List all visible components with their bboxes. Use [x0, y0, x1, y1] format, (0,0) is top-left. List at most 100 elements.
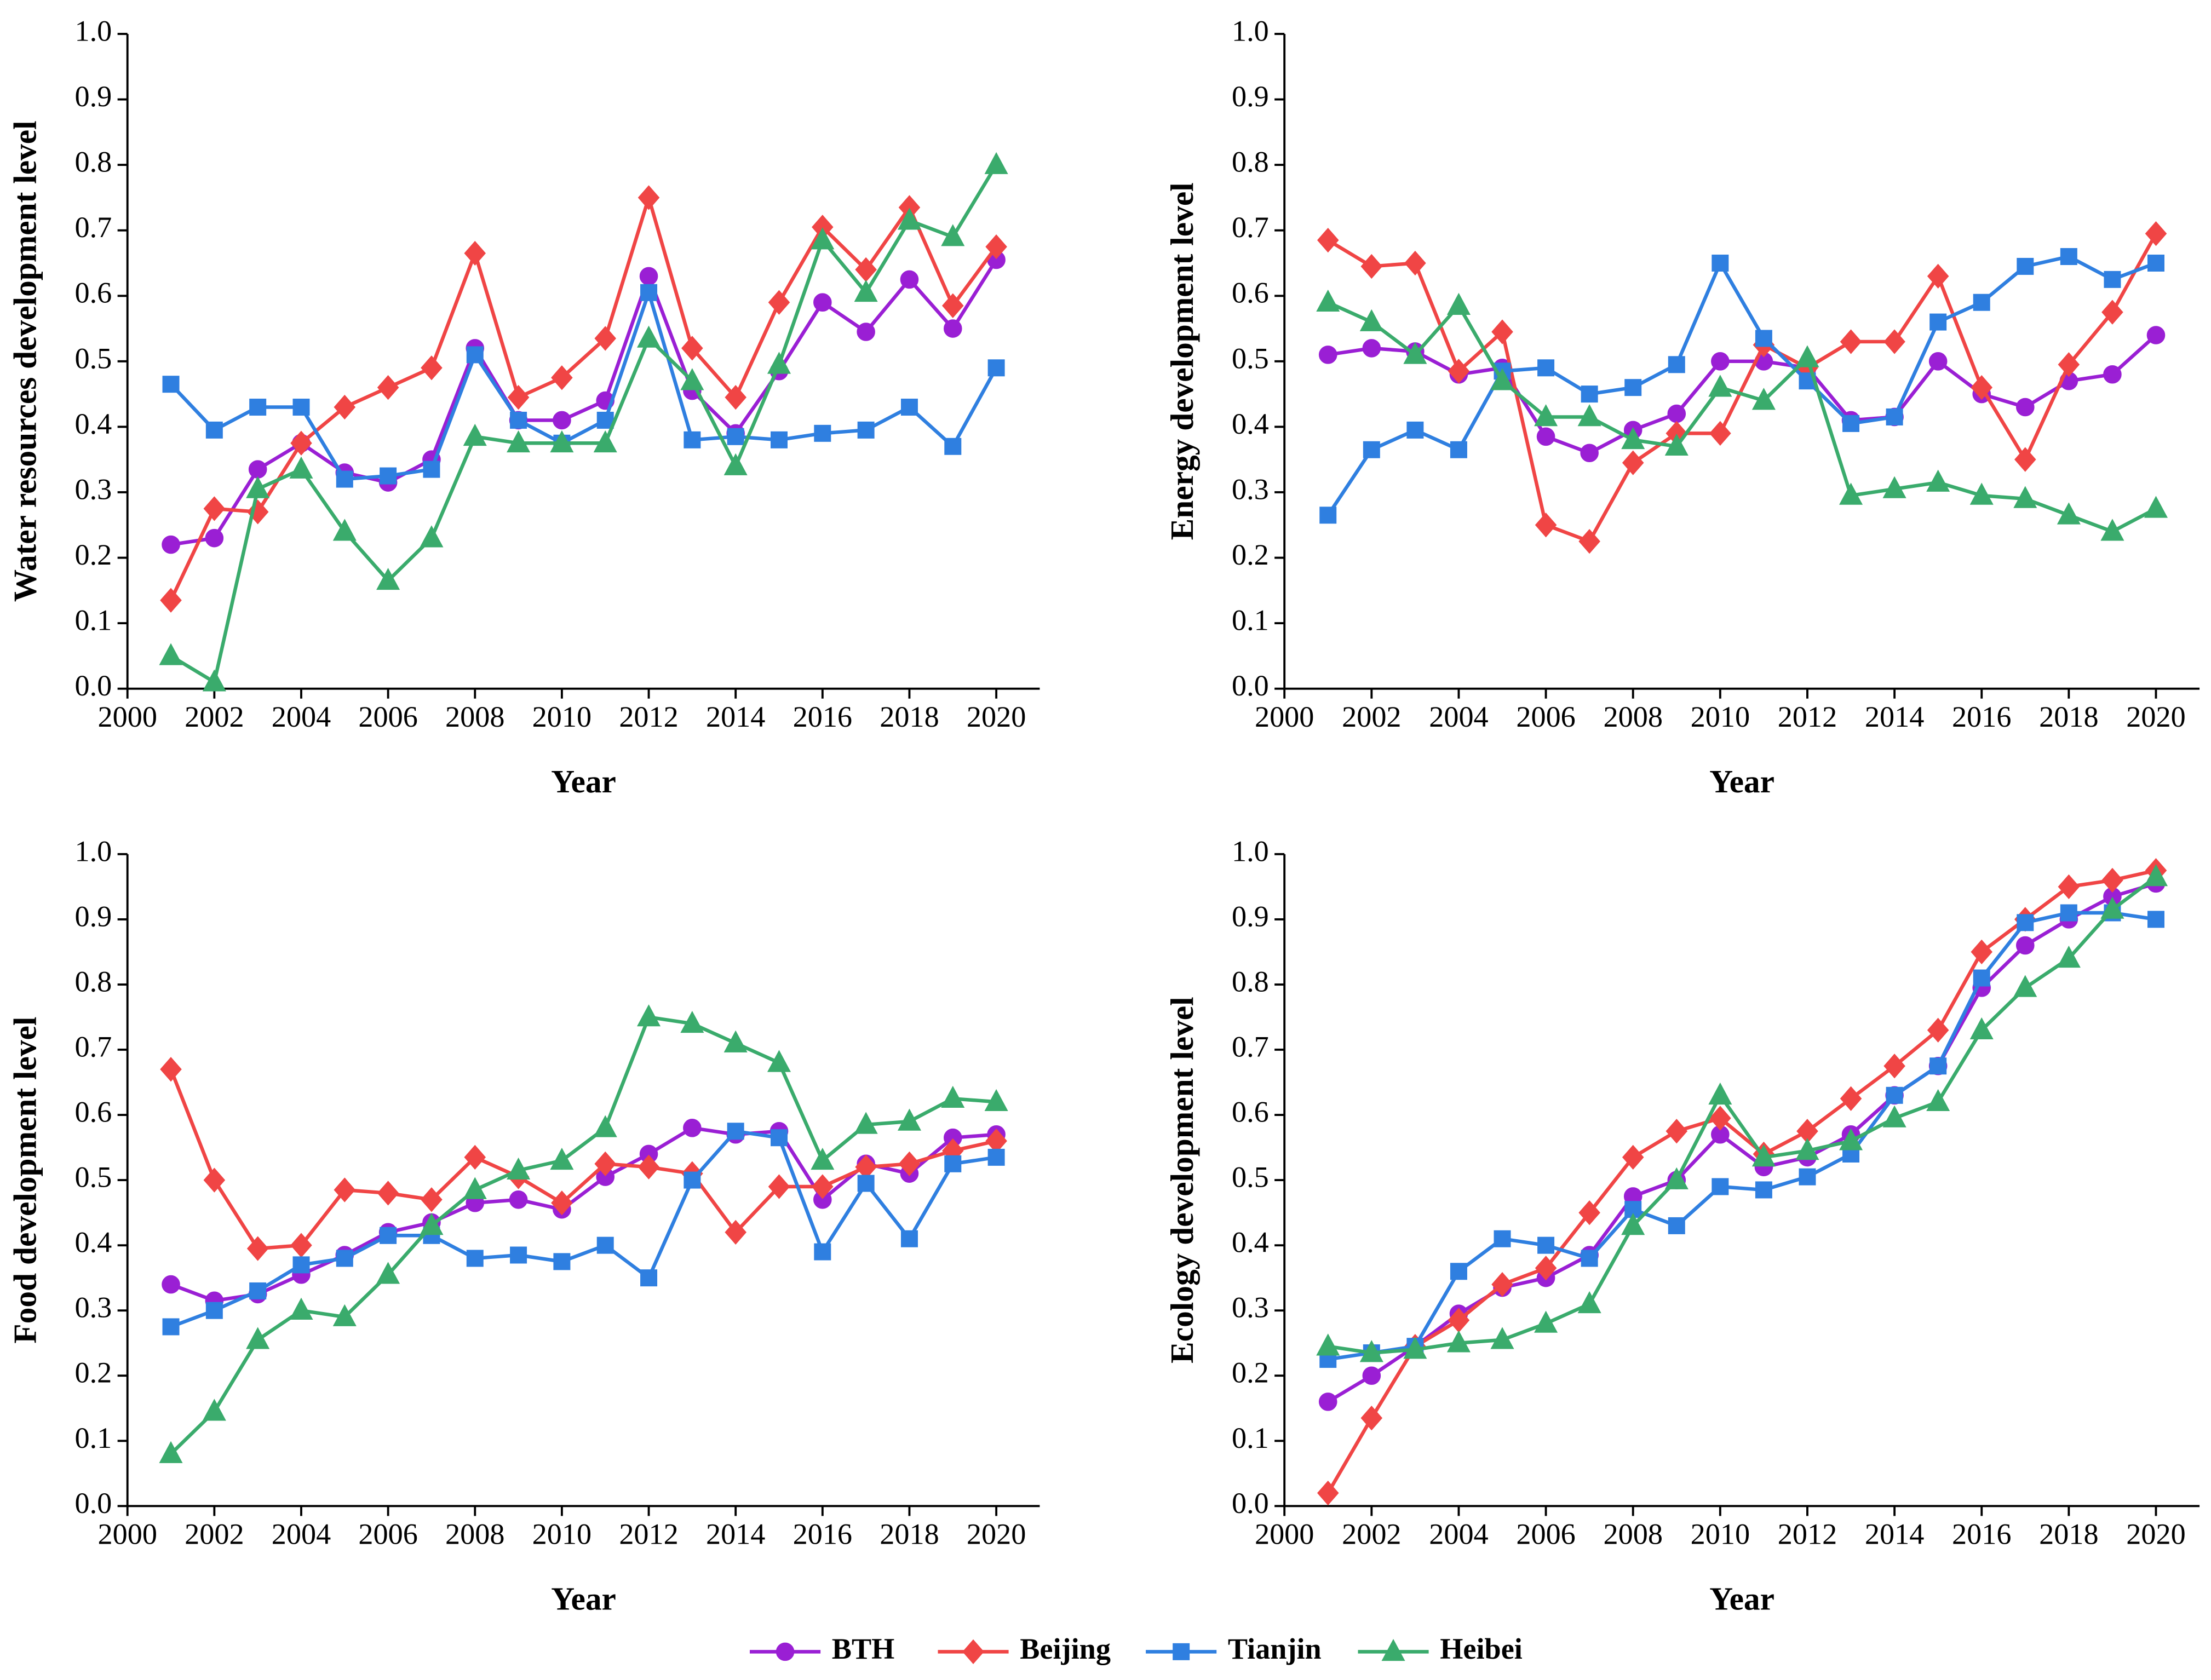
marker — [900, 1230, 918, 1247]
marker — [1316, 1333, 1340, 1356]
marker — [551, 1190, 573, 1216]
y-tick-label: 0.9 — [1232, 900, 1269, 933]
y-tick-label: 0.1 — [75, 1422, 112, 1454]
marker — [681, 336, 703, 361]
marker — [2145, 221, 2167, 246]
marker — [1537, 359, 1555, 377]
marker — [1448, 359, 1470, 384]
marker — [507, 1157, 531, 1180]
marker — [1534, 404, 1558, 427]
y-tick-label: 0.0 — [1232, 1487, 1269, 1520]
marker — [1886, 408, 1903, 425]
marker — [1973, 294, 1990, 311]
marker — [2060, 904, 2077, 922]
marker — [2013, 486, 2037, 508]
x-tick-label: 2006 — [1516, 1518, 1575, 1551]
marker — [1318, 1393, 1337, 1411]
marker — [421, 1187, 443, 1212]
marker — [1667, 404, 1686, 423]
marker — [1751, 1144, 1776, 1167]
y-tick-label: 0.3 — [75, 473, 112, 505]
x-tick-label: 2002 — [185, 1518, 244, 1551]
x-tick-label: 2000 — [97, 700, 157, 733]
y-tick-label: 1.0 — [1232, 835, 1269, 867]
x-tick-label: 2014 — [1865, 1518, 1924, 1551]
marker — [377, 1181, 399, 1206]
marker — [2016, 936, 2035, 955]
x-tick-label: 2018 — [2039, 1518, 2098, 1551]
marker — [1359, 1340, 1383, 1362]
marker — [1928, 352, 1948, 371]
marker — [2101, 300, 2123, 325]
marker — [1755, 330, 1772, 347]
x-tick-label: 2012 — [1778, 1518, 1837, 1551]
marker — [423, 461, 440, 478]
marker — [2017, 257, 2034, 275]
marker — [290, 430, 312, 456]
marker — [380, 1227, 397, 1244]
marker — [1318, 346, 1337, 364]
marker — [1404, 250, 1426, 276]
marker — [2147, 911, 2164, 928]
marker — [854, 279, 878, 302]
marker — [509, 1190, 528, 1209]
y-axis-title: Energy development level — [1164, 182, 1200, 540]
marker — [1578, 529, 1600, 554]
marker — [854, 1112, 878, 1134]
x-tick-label: 2002 — [185, 700, 244, 733]
marker — [1882, 1105, 1906, 1127]
marker — [1494, 1230, 1511, 1247]
marker — [857, 1175, 875, 1192]
marker — [1491, 319, 1513, 344]
marker — [249, 1282, 267, 1299]
y-axis-title: Ecology development level — [1164, 997, 1200, 1363]
x-axis-title: Year — [551, 1581, 616, 1617]
legend-label: Beijing — [1020, 1632, 1111, 1665]
marker — [984, 1089, 1008, 1112]
marker — [1709, 421, 1731, 446]
marker — [898, 1151, 921, 1176]
x-tick-label: 2018 — [2039, 700, 2098, 733]
marker — [1883, 329, 1905, 354]
marker — [246, 476, 270, 498]
marker — [1535, 1256, 1557, 1281]
y-tick-label: 0.9 — [75, 900, 112, 933]
y-tick-label: 0.0 — [75, 669, 112, 702]
y-tick-label: 0.4 — [1232, 407, 1269, 440]
marker — [1927, 263, 1949, 289]
marker — [1839, 482, 1863, 505]
marker — [941, 224, 965, 246]
marker — [1795, 1138, 1819, 1160]
marker — [376, 1262, 400, 1284]
marker — [2058, 874, 2080, 899]
marker — [1446, 292, 1471, 315]
marker — [1536, 427, 1555, 446]
marker — [2100, 896, 2124, 919]
x-tick-label: 2016 — [1952, 700, 2011, 733]
marker — [248, 460, 267, 479]
marker — [1173, 1643, 1190, 1660]
x-tick-label: 2008 — [1603, 700, 1662, 733]
marker — [1578, 1200, 1600, 1226]
marker — [336, 470, 353, 488]
x-tick-label: 2000 — [97, 1518, 157, 1551]
marker — [162, 376, 180, 393]
y-tick-label: 0.6 — [1232, 277, 1269, 309]
marker — [2103, 365, 2122, 384]
marker — [1317, 228, 1339, 253]
marker — [1490, 368, 1514, 390]
y-tick-label: 0.2 — [75, 538, 112, 571]
marker — [162, 1275, 180, 1294]
series-line — [1326, 868, 2157, 1494]
marker — [1840, 329, 1862, 354]
marker — [1319, 507, 1337, 524]
marker — [160, 1057, 182, 1082]
marker — [811, 227, 835, 250]
marker — [857, 323, 875, 341]
marker — [203, 496, 226, 521]
marker — [466, 346, 484, 364]
marker — [1886, 1086, 1903, 1104]
marker — [1580, 444, 1599, 463]
marker — [1359, 309, 1383, 331]
marker — [897, 208, 921, 230]
